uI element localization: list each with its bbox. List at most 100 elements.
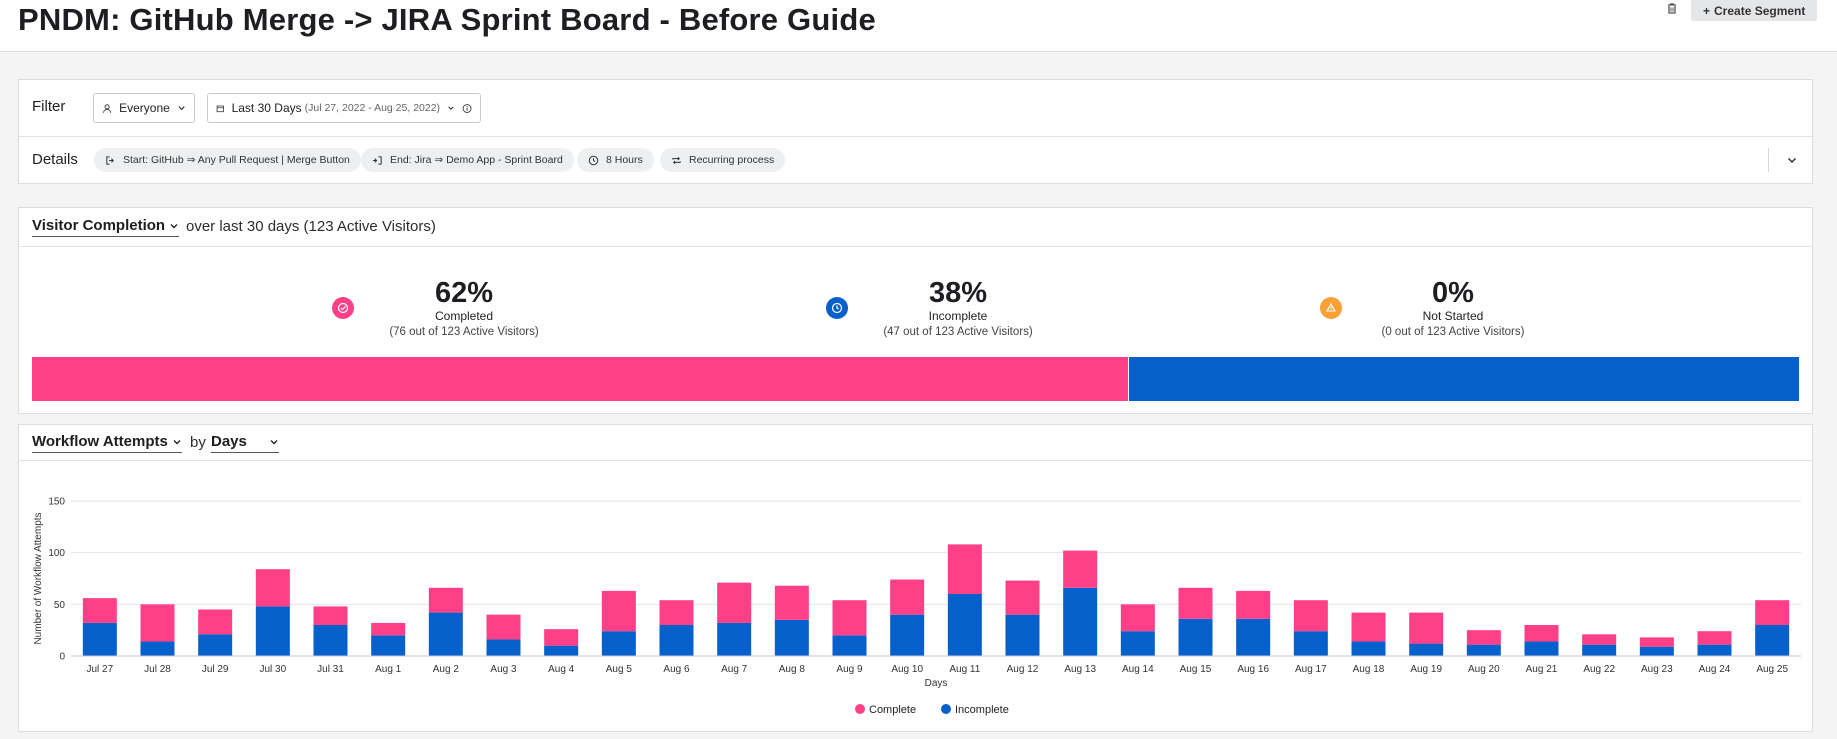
duration-chip-label: 8 Hours [606,154,643,166]
plus-icon: + [1703,3,1711,18]
bar-incomplete [601,631,636,656]
create-segment-label: Create Segment [1714,3,1806,18]
x-tick-label: Aug 11 [949,664,980,675]
bar-complete [1466,630,1501,645]
x-tick-label: Aug 3 [490,664,517,675]
x-tick-label: Aug 12 [1007,664,1039,675]
period-dropdown[interactable]: Days [211,433,279,453]
date-range-value: Last 30 Days [231,101,302,115]
create-segment-button[interactable]: + Create Segment [1691,0,1818,21]
workflow-attempts-dropdown[interactable]: Workflow Attempts [32,433,182,453]
x-tick-label: Aug 16 [1237,664,1269,675]
recurring-chip[interactable]: Recurring process [660,148,786,172]
repeat-icon [672,156,681,164]
bar-incomplete [198,634,233,656]
x-tick-label: Aug 21 [1526,664,1558,675]
y-axis-label: Number of Workflow Attempts [33,512,44,644]
x-tick-label: Jul 29 [202,664,229,675]
date-range-dropdown[interactable]: Last 30 Days (Jul 27, 2022 - Aug 25, 202… [207,93,481,123]
bar-incomplete [947,594,982,656]
bar-complete [601,590,636,632]
stat-incomplete-sub: (47 out of 123 Active Visitors) [883,326,1033,338]
x-tick-label: Aug 1 [375,664,402,675]
bar-complete [890,579,925,615]
visitor-completion-header: Visitor Completion over last 30 days (12… [19,208,1812,247]
bar-complete [1639,637,1674,647]
workflow-attempts-header: Workflow Attempts by Days [19,425,1812,461]
calendar-icon [216,105,224,112]
bar-incomplete [1120,631,1155,656]
end-chip[interactable]: End: Jira ⇒ Demo App - Sprint Board [361,148,574,172]
bar-complete [1697,631,1732,645]
stat-incomplete-label: Incomplete [928,309,988,323]
x-tick-label: Aug 6 [663,664,690,675]
chevron-down-icon [448,106,454,110]
bar-complete [313,606,348,625]
filter-row: Filter Everyone Last 30 Days (Jul 27, 20… [19,80,1812,137]
progress-segment-completed [32,357,1128,401]
bar-incomplete [486,639,521,656]
bar-complete [544,629,579,646]
legend-label-incomplete: Incomplete [955,704,1009,716]
bar-incomplete [1063,587,1098,656]
period-value: Days [211,433,247,450]
legend-label-complete: Complete [869,704,916,716]
info-icon[interactable] [462,102,472,115]
bar-incomplete [1582,644,1617,656]
chevron-down-icon[interactable] [1785,153,1799,167]
bar-incomplete [544,645,579,656]
bar-incomplete [1409,643,1444,656]
duration-chip[interactable]: 8 Hours [577,148,654,172]
bar-complete [1120,604,1155,632]
x-tick-label: Aug 9 [836,664,863,675]
clock-icon [826,297,848,319]
visitor-completion-subtitle: over last 30 days (123 Active Visitors) [186,218,436,235]
stat-not-started-label: Not Started [1422,309,1484,323]
start-chip[interactable]: Start: GitHub ⇒ Any Pull Request | Merge… [94,148,361,172]
bar-incomplete [1236,618,1271,656]
bar-incomplete [832,635,867,656]
clock-icon [588,155,599,165]
bar-complete [255,569,290,607]
segment-value: Everyone [119,101,170,115]
bar-incomplete [717,622,752,656]
stat-completed-pct: 62% [434,277,494,309]
bar-incomplete [1639,646,1674,656]
bar-complete [1293,600,1328,632]
legend-marker-complete [855,704,865,714]
filter-card: Filter Everyone Last 30 Days (Jul 27, 20… [18,79,1813,184]
user-icon [103,103,112,113]
y-tick-label: 0 [59,652,65,663]
visitor-completion-dropdown[interactable]: Visitor Completion [32,217,180,237]
bar-complete [659,600,694,625]
bar-complete [428,587,463,613]
bar-complete [198,609,233,635]
bar-incomplete [255,606,290,656]
bar-incomplete [1005,614,1040,656]
trash-icon[interactable] [1663,0,1681,18]
warning-icon [1320,297,1342,319]
bar-complete [832,600,867,636]
by-label: by [190,434,206,451]
x-axis-label: Days [925,678,948,689]
completion-progress-bar [32,357,1799,401]
bar-incomplete [1293,631,1328,656]
date-range-detail: (Jul 27, 2022 - Aug 25, 2022) [304,102,441,114]
workflow-attempts-title: Workflow Attempts [32,433,168,450]
progress-segment-incomplete [1127,357,1799,401]
workflow-attempts-card: Workflow Attempts by Days 0 50 100 150 Numbe… [18,424,1813,732]
details-label: Details [32,151,78,168]
x-tick-label: Aug 8 [779,664,806,675]
recurring-chip-label: Recurring process [689,154,775,166]
bar-complete [1178,587,1213,619]
x-tick-label: Jul 27 [86,664,113,675]
page-header: PNDM: GitHub Merge -> JIRA Sprint Board … [0,0,1837,52]
x-tick-label: Aug 2 [433,664,460,675]
x-tick-label: Jul 28 [144,664,171,675]
segment-dropdown[interactable]: Everyone [93,93,195,123]
check-circle-icon [332,297,354,319]
bar-complete [1755,600,1790,625]
x-tick-label: Aug 24 [1699,664,1731,675]
workflow-attempts-chart: 0 50 100 150 Number of Workflow Attempts Jul … [33,497,1801,716]
bar-complete [1063,550,1098,588]
